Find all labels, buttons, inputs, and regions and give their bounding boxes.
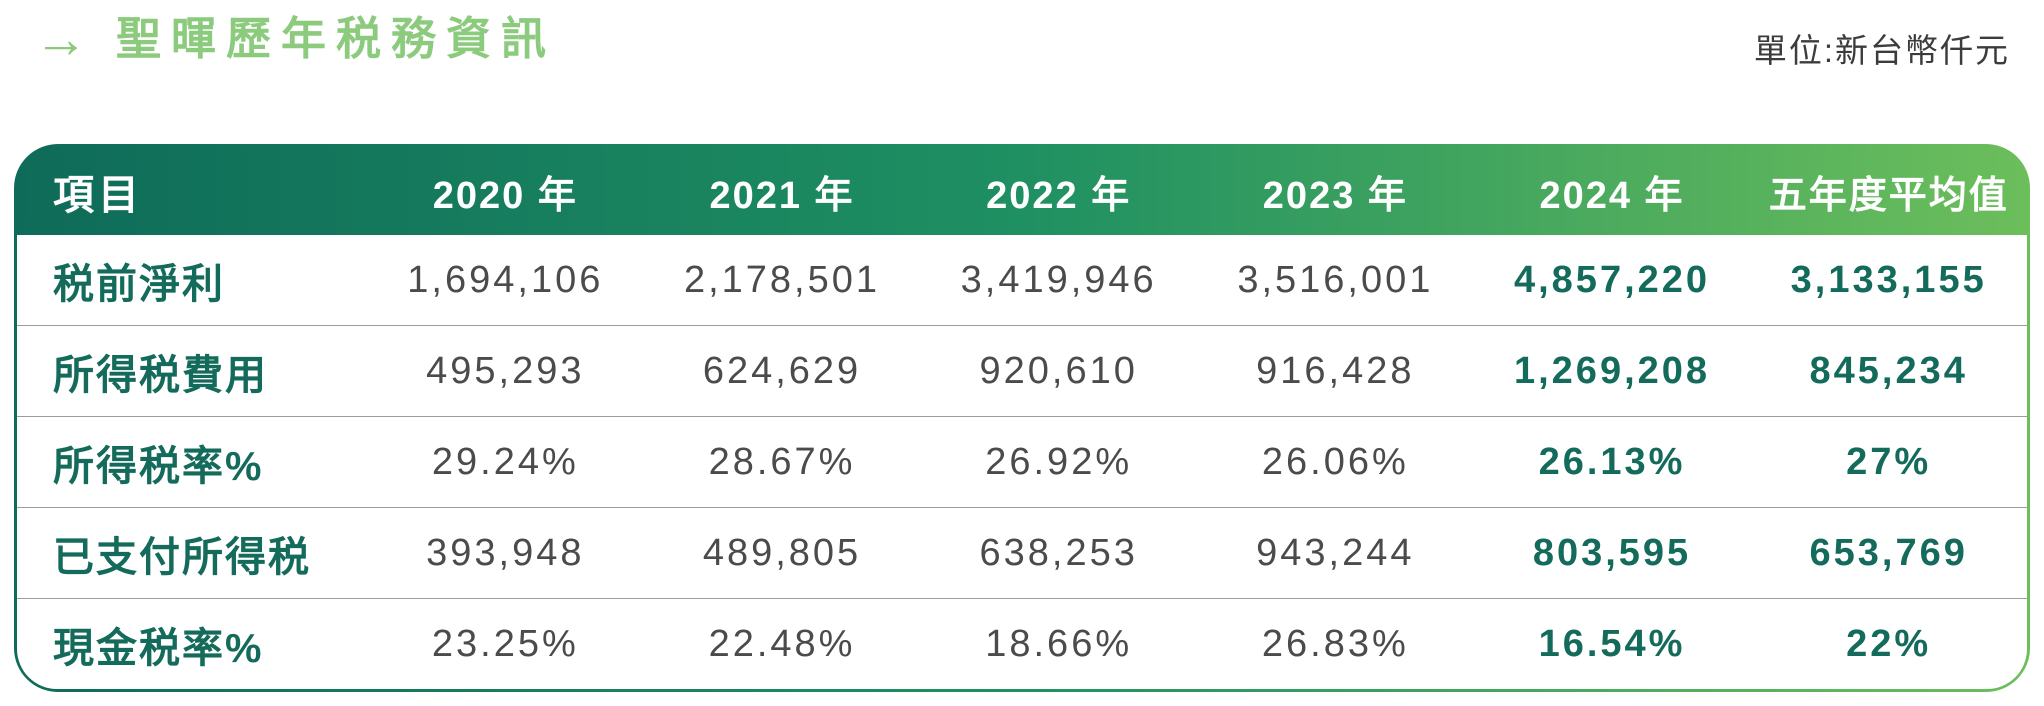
cell-2021: 28.67% xyxy=(708,440,856,483)
column-header-2023: 2023 年 xyxy=(1262,174,1408,217)
cell-2020: 393,948 xyxy=(426,531,585,574)
column-header-2020: 2020 年 xyxy=(432,174,578,217)
cell-2023: 3,516,001 xyxy=(1237,258,1434,301)
cell-5yr-average: 3,133,155 xyxy=(1790,258,1987,301)
row-label: 所得税率% xyxy=(53,443,264,489)
row-label: 現金税率% xyxy=(53,625,264,671)
cell-2022: 3,419,946 xyxy=(960,258,1157,301)
column-header-2024: 2024 年 xyxy=(1539,174,1685,217)
cell-2020: 29.24% xyxy=(431,440,579,483)
section-title-group: → 聖暉歷年税務資訊 xyxy=(34,12,556,66)
table-row-income-tax-expense: 所得税費用 495,293 624,629 920,610 916,428 1,… xyxy=(17,325,2027,416)
cell-2024: 16.54% xyxy=(1538,622,1686,665)
cell-2022: 18.66% xyxy=(985,622,1133,665)
cell-2024: 803,595 xyxy=(1532,531,1692,574)
table-row-pretax-net-profit: 税前淨利 1,694,106 2,178,501 3,419,946 3,516… xyxy=(17,235,2027,325)
cell-5yr-average: 27% xyxy=(1846,440,1932,483)
cell-2020: 495,293 xyxy=(426,349,585,392)
row-label: 所得税費用 xyxy=(53,352,268,398)
column-header-5yr-average: 五年度平均值 xyxy=(1768,174,2009,217)
table-body: 税前淨利 1,694,106 2,178,501 3,419,946 3,516… xyxy=(17,235,2027,689)
cell-2024: 1,269,208 xyxy=(1513,349,1711,392)
table-row-cash-tax-rate: 現金税率% 23.25% 22.48% 18.66% 26.83% 16.54%… xyxy=(17,598,2027,689)
table-row-income-tax-paid: 已支付所得税 393,948 489,805 638,253 943,244 8… xyxy=(17,507,2027,598)
cell-2022: 26.92% xyxy=(985,440,1133,483)
cell-2020: 23.25% xyxy=(431,622,579,665)
table-header-row: 項目 2020 年 2021 年 2022 年 2023 年 2024 年 五年… xyxy=(17,147,2027,235)
cell-2023: 26.83% xyxy=(1261,622,1409,665)
cell-2021: 624,629 xyxy=(702,349,862,392)
cell-2023: 916,428 xyxy=(1256,349,1415,392)
title-bar: → 聖暉歷年税務資訊 單位:新台幣仟元 xyxy=(0,0,2044,72)
column-header-item: 項目 xyxy=(53,172,143,218)
cell-2022: 638,253 xyxy=(979,531,1138,574)
cell-5yr-average: 22% xyxy=(1846,622,1932,665)
section-title: 聖暉歷年税務資訊 xyxy=(116,13,557,64)
arrow-icon: → xyxy=(34,9,88,69)
row-label: 税前淨利 xyxy=(53,261,225,307)
tax-history-table: 項目 2020 年 2021 年 2022 年 2023 年 2024 年 五年… xyxy=(14,144,2030,692)
cell-2021: 2,178,501 xyxy=(683,258,881,301)
cell-2024: 26.13% xyxy=(1538,440,1686,483)
cell-2024: 4,857,220 xyxy=(1513,258,1711,301)
cell-5yr-average: 653,769 xyxy=(1809,531,1968,574)
cell-2023: 943,244 xyxy=(1256,531,1415,574)
cell-2021: 489,805 xyxy=(702,531,862,574)
table-row-income-tax-rate: 所得税率% 29.24% 28.67% 26.92% 26.06% 26.13%… xyxy=(17,416,2027,507)
cell-2023: 26.06% xyxy=(1261,440,1409,483)
row-label: 已支付所得税 xyxy=(53,534,311,580)
cell-5yr-average: 845,234 xyxy=(1809,349,1968,392)
column-header-2021: 2021 年 xyxy=(709,174,855,217)
cell-2021: 22.48% xyxy=(708,622,856,665)
unit-label: 單位:新台幣仟元 xyxy=(1753,32,2010,69)
cell-2022: 920,610 xyxy=(979,349,1138,392)
column-header-2022: 2022 年 xyxy=(986,174,1132,217)
cell-2020: 1,694,106 xyxy=(407,258,604,301)
